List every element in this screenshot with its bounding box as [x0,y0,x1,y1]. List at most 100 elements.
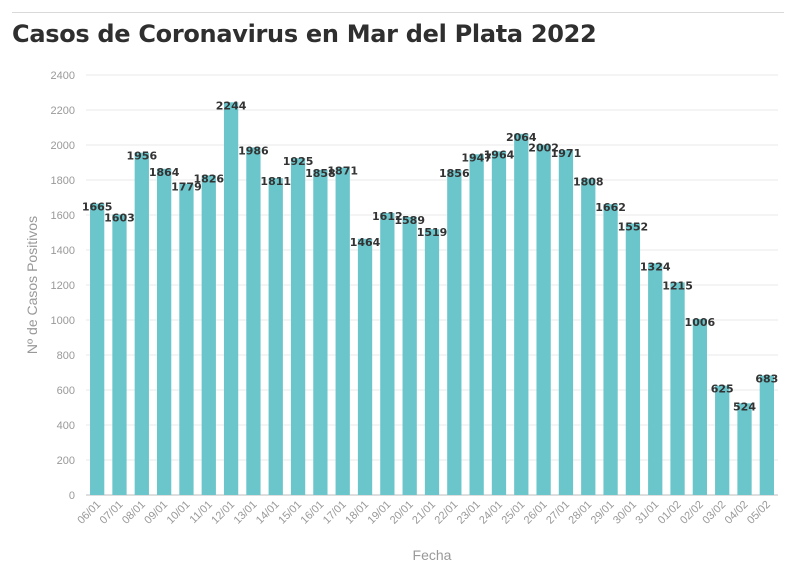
y-tick-label: 1800 [51,175,75,187]
x-tick-label: 13/01 [232,499,260,527]
bar [313,169,328,495]
y-axis-title: Nº de Casos Positivos [24,216,40,354]
x-tick-label: 29/01 [589,499,617,527]
x-tick-label: 16/01 [299,499,327,527]
y-tick-label: 2200 [51,105,75,117]
data-label: 1589 [394,214,425,227]
x-tick-label: 06/01 [75,499,103,527]
data-label: 1956 [126,150,157,163]
x-tick-label: 05/02 [745,499,773,527]
bar [581,178,596,495]
bar [514,133,529,496]
x-tick-label: 03/02 [700,499,728,527]
x-tick-label: 19/01 [366,499,394,527]
x-tick-label: 24/01 [477,499,505,527]
bar [335,167,350,495]
data-label: 1006 [685,316,716,329]
x-tick-label: 08/01 [120,499,148,527]
y-tick-label: 1000 [51,315,75,327]
bar [179,183,194,496]
data-label: 1856 [439,167,470,180]
data-label: 524 [733,400,756,413]
bar [491,151,507,496]
y-tick-label: 1400 [51,245,75,257]
x-tick-label: 21/01 [410,499,438,527]
y-tick-label: 1200 [51,280,75,292]
data-label: 1215 [662,279,693,292]
y-tick-label: 1600 [51,210,75,222]
x-tick-label: 26/01 [522,499,550,527]
bar [692,318,708,495]
chart-title: Casos de Coronavirus en Mar del Plata 20… [12,20,597,48]
data-label: 1324 [640,260,671,273]
data-label: 683 [755,372,778,385]
x-tick-label: 04/02 [723,499,751,527]
bar [447,170,462,495]
x-tick-label: 11/01 [188,499,215,526]
data-label: 2064 [506,131,537,144]
bar [112,214,127,495]
x-tick-label: 15/01 [276,499,304,527]
x-tick-label: 27/01 [544,499,572,527]
y-tick-label: 200 [57,455,75,467]
bar [424,229,440,496]
top-divider [12,12,784,13]
bar [357,238,373,496]
bar [223,102,239,496]
data-label: 1811 [260,175,291,188]
bar [156,168,172,496]
x-tick-label: 18/01 [343,499,371,527]
x-tick-label: 01/02 [656,499,684,527]
bar [201,175,216,495]
data-label: 1779 [171,181,202,194]
data-label: 1858 [305,167,336,180]
bar [536,144,551,495]
x-tick-label: 09/01 [142,499,170,527]
bar [759,375,774,495]
bar [268,178,283,495]
x-tick-label: 20/01 [388,499,416,527]
bar [290,158,306,495]
gridlines [86,74,778,496]
x-tick-label: 30/01 [611,499,639,527]
bar [625,223,641,495]
data-label: 1947 [461,151,492,164]
x-tick-label: 07/01 [98,499,126,527]
bar [402,216,417,496]
bar [648,263,663,495]
bar [670,282,685,495]
y-tick-label: 600 [57,385,75,397]
bar [134,152,149,495]
y-tick-label: 2400 [51,70,75,82]
bar [90,203,105,495]
x-axis-ticks: 06/0107/0108/0109/0110/0111/0112/0113/01… [75,499,773,527]
data-label: 1925 [283,155,314,168]
data-label: 1552 [618,220,649,233]
data-label: 1986 [238,144,269,157]
x-tick-label: 23/01 [455,499,483,527]
x-tick-label: 14/01 [254,499,282,527]
x-tick-label: 22/01 [432,499,460,527]
data-label: 1464 [350,236,381,249]
data-label: 1864 [149,166,180,179]
data-label: 1603 [104,211,135,224]
y-tick-label: 2000 [51,140,75,152]
data-label: 1871 [327,165,358,178]
data-label: 1612 [372,210,403,223]
bar [715,385,730,495]
data-label: 2002 [528,142,559,155]
y-tick-label: 0 [69,490,75,502]
bar [246,147,261,495]
x-axis-title: Fecha [413,547,452,563]
data-label: 1519 [417,226,448,239]
bar [380,212,395,495]
bar [603,204,618,495]
data-label: 1971 [551,147,582,160]
bars [90,102,774,496]
y-axis-ticks: 0 200 400 600 800 1000 1200 1400 1600 1800 2000 220… [51,70,75,502]
data-label: 1808 [573,176,604,189]
data-label: 625 [711,383,734,396]
x-tick-label: 25/01 [499,499,527,527]
